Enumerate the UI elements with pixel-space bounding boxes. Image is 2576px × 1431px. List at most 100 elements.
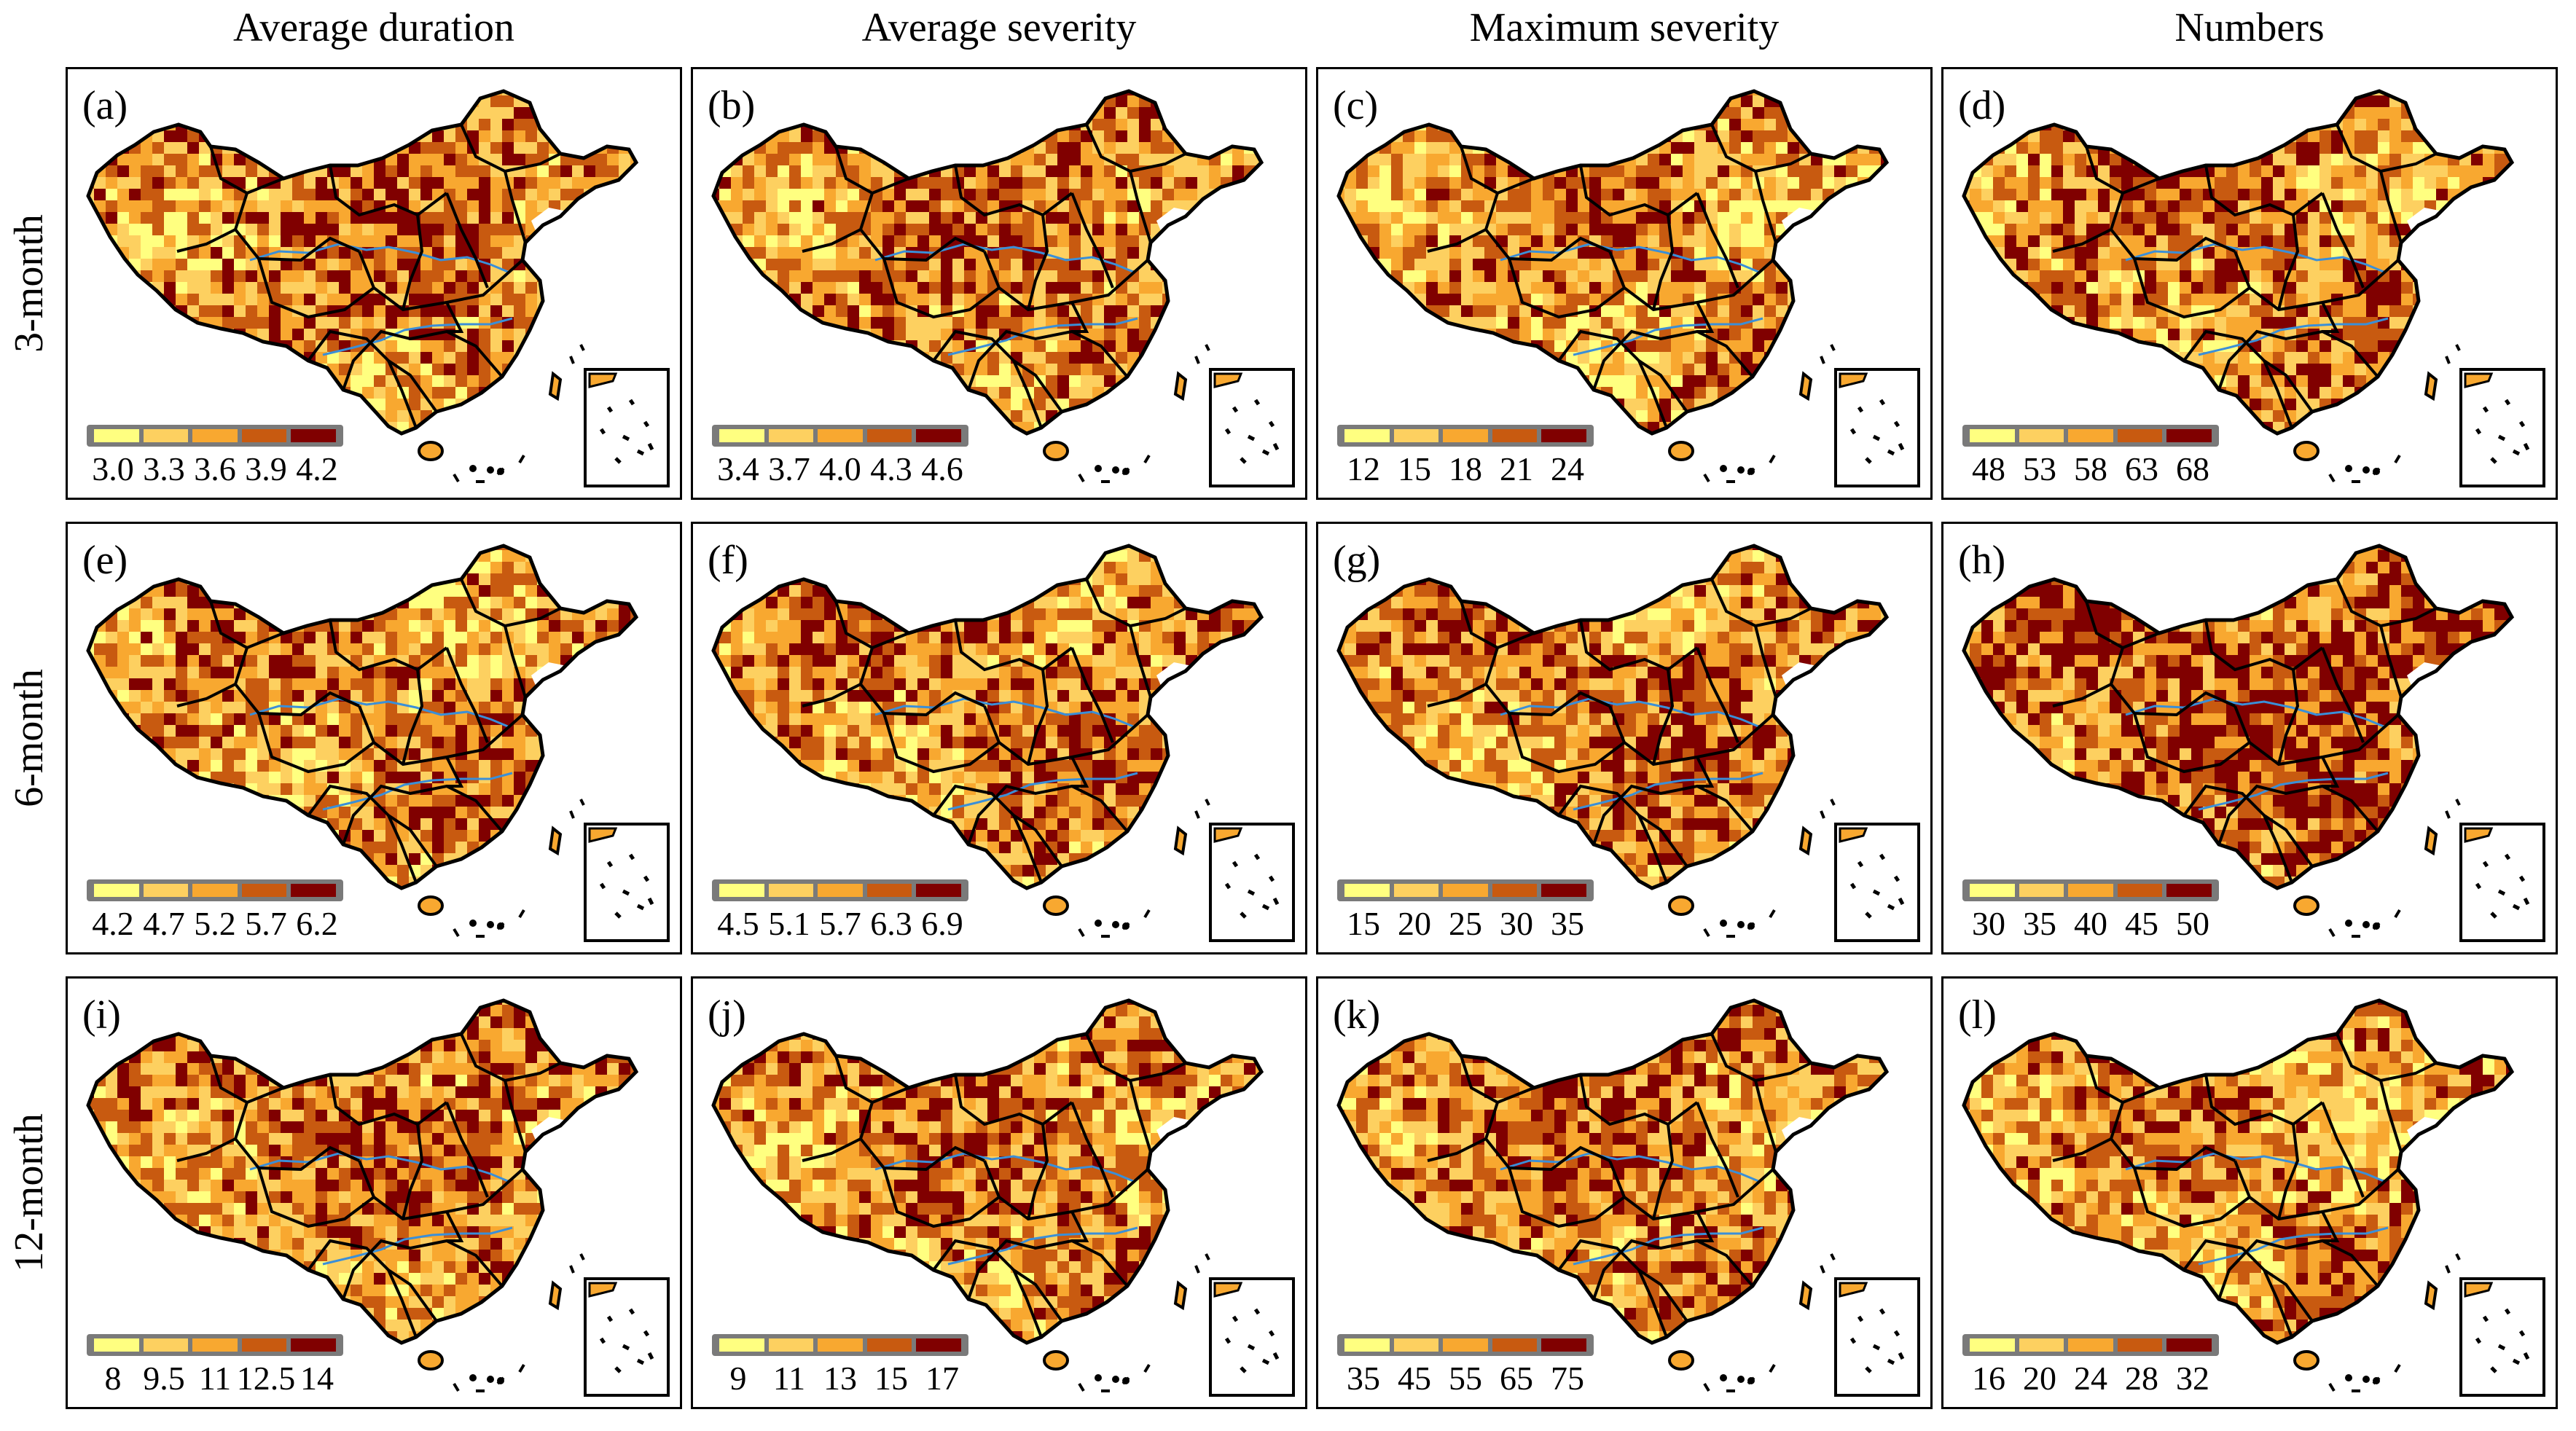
legend-swatch xyxy=(291,1338,336,1352)
column-title: Average severity xyxy=(861,5,1137,50)
legend-swatch xyxy=(143,1338,189,1352)
legend-swatch xyxy=(1443,429,1488,442)
inset-map xyxy=(2464,1282,2530,1373)
color-legend: 48 53 58 63 68 xyxy=(1962,425,2239,487)
legend-tick-label: 3.4 xyxy=(717,450,759,487)
legend-swatch xyxy=(2117,884,2163,897)
province-boundary xyxy=(1070,1211,1089,1242)
legend-tick-label: 65 xyxy=(1500,1360,1533,1397)
taiwan-island xyxy=(1798,826,1813,856)
province-boundary xyxy=(834,1055,909,1105)
panel-label: (j) xyxy=(708,992,746,1038)
legend-tick-label: 13 xyxy=(823,1360,857,1397)
color-legend: 16 20 24 28 32 xyxy=(1962,1334,2239,1397)
province-boundary xyxy=(882,258,1001,319)
color-legend: 8 9.5 11 12.5 14 xyxy=(87,1334,364,1397)
province-boundary xyxy=(1696,1102,1739,1198)
legend-swatch xyxy=(2068,429,2113,442)
nine-dash-line xyxy=(1703,344,1836,483)
legend-tick-label: 5.2 xyxy=(194,905,236,942)
legend-tick-label: 20 xyxy=(1398,905,1431,942)
color-legend: 3.4 3.7 4.0 4.3 4.6 xyxy=(712,425,989,487)
china-map xyxy=(1962,89,2515,483)
color-legend: 9 11 13 15 17 xyxy=(712,1334,989,1397)
province-boundary xyxy=(1696,647,1739,743)
province-boundary xyxy=(882,713,1001,774)
south-china-sea-inset xyxy=(1834,368,1920,487)
province-boundary xyxy=(954,1074,1073,1126)
legend-tick-label: 35 xyxy=(1347,1360,1380,1397)
province-boundary xyxy=(1129,1080,1152,1153)
province-boundary xyxy=(1012,815,1043,883)
province-boundary xyxy=(1070,647,1114,743)
province-boundary xyxy=(932,784,1063,868)
province-boundary xyxy=(1484,192,1610,262)
province-boundary xyxy=(257,1167,375,1228)
legend-swatch xyxy=(818,1338,863,1352)
legend-swatch xyxy=(1393,1338,1439,1352)
panel-label: (f) xyxy=(708,538,748,583)
province-boundary xyxy=(358,705,524,767)
legend-tick-label: 63 xyxy=(2125,450,2158,487)
hainan-island xyxy=(1668,441,1694,461)
national-boundary xyxy=(86,544,639,890)
legend-swatch xyxy=(2019,429,2064,442)
legend-tick-label: 58 xyxy=(2074,450,2107,487)
legend-swatch xyxy=(1344,429,1390,442)
province-boundary xyxy=(1579,165,1699,217)
legend-colorbar xyxy=(1962,1334,2219,1356)
province-boundary xyxy=(387,815,418,883)
legend-tick-label: 5.7 xyxy=(245,905,287,942)
province-boundary xyxy=(983,705,1149,767)
nine-dash-line xyxy=(453,1253,585,1392)
province-boundary xyxy=(209,146,284,195)
south-sea-islands xyxy=(1095,1374,1130,1384)
bohai-sea xyxy=(2407,208,2454,244)
province-boundary xyxy=(1070,756,1089,788)
national-boundary xyxy=(1962,89,2515,436)
map-panel: (a) 3.0 3.3 3.6 3.9 4.2 xyxy=(66,67,682,500)
legend-tick-label: 40 xyxy=(2074,905,2107,942)
province-boundary xyxy=(1579,1074,1699,1126)
hainan-island xyxy=(1668,895,1694,916)
bohai-sea xyxy=(531,208,578,244)
bohai-sea xyxy=(531,662,578,699)
color-legend: 30 35 40 45 50 xyxy=(1962,879,2239,942)
color-legend: 3.0 3.3 3.6 3.9 4.2 xyxy=(87,425,364,487)
province-boundary xyxy=(402,214,424,310)
inset-map xyxy=(1213,372,1280,464)
legend-tick-label: 16 xyxy=(1972,1360,2005,1397)
legend-tick-label: 4.3 xyxy=(870,450,912,487)
province-boundary xyxy=(1460,600,1535,650)
province-boundary xyxy=(1754,170,1777,243)
map-panel: (j) 9 11 13 15 17 xyxy=(691,976,1307,1409)
map-panel: (l) 16 20 24 28 32 xyxy=(1941,976,2558,1409)
legend-tick-label: 3.0 xyxy=(92,450,134,487)
legend-swatch xyxy=(768,1338,814,1352)
map-panel: (h) 30 35 40 45 50 xyxy=(1941,522,2558,954)
province-boundary xyxy=(504,170,527,243)
legend-ticks: 48 53 58 63 68 xyxy=(1962,450,2239,487)
province-boundary xyxy=(802,1137,861,1162)
province-boundary xyxy=(1592,1239,1754,1300)
province-boundary xyxy=(1592,329,1754,391)
south-china-sea-inset xyxy=(1209,1277,1295,1397)
province-boundary xyxy=(2321,302,2340,333)
row-title-text: 3-month xyxy=(7,214,52,353)
taiwan-island xyxy=(548,1280,563,1311)
inset-map xyxy=(588,827,654,919)
legend-tick-label: 4.0 xyxy=(819,450,861,487)
province-boundary xyxy=(802,683,861,707)
province-boundary xyxy=(1460,1055,1535,1105)
province-boundary xyxy=(176,1137,236,1162)
legend-swatch xyxy=(2019,884,2064,897)
bohai-sea xyxy=(2407,1117,2454,1153)
province-boundary xyxy=(2109,192,2236,262)
legend-swatch xyxy=(866,429,912,442)
province-boundary xyxy=(2321,1211,2340,1242)
legend-tick-label: 8 xyxy=(104,1360,122,1397)
legend-swatch xyxy=(291,884,336,897)
legend-swatch xyxy=(241,429,287,442)
map-panel: (g) 15 20 25 30 35 xyxy=(1316,522,1933,954)
legend-swatch xyxy=(2068,884,2113,897)
